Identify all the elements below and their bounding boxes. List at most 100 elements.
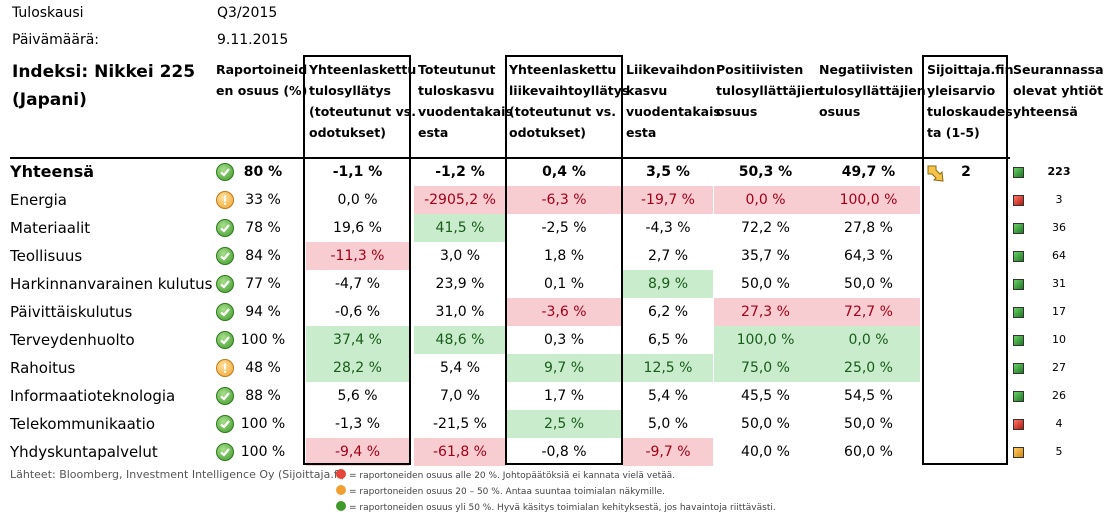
date-value: 9.11.2015	[217, 32, 289, 48]
status-square-icon	[1013, 419, 1024, 430]
index-title: Indeksi: Nikkei 225	[12, 62, 196, 82]
total-label: Yhteensä	[10, 162, 95, 181]
eps-surprise-cell: 5,6 %	[337, 388, 378, 404]
company-count: 10	[1052, 333, 1066, 346]
green-check-icon	[216, 247, 234, 265]
eps-growth-cell: -2905,2 %	[414, 186, 506, 214]
legend-red: = raportoneiden osuus alle 20 %. Johtopä…	[336, 469, 675, 481]
eps-surprise-cell: -1,3 %	[334, 416, 381, 432]
eps-growth-cell: 7,0 %	[439, 388, 481, 404]
positive-cell: 27,3 %	[714, 298, 817, 326]
status-square-icon	[1013, 167, 1024, 178]
reporting-share: 100 %	[240, 416, 286, 432]
status-square-icon	[1013, 391, 1024, 402]
row-label: Terveydenhuolto	[10, 331, 135, 349]
reporting-share: 77 %	[245, 276, 281, 292]
row-label: Energia	[10, 191, 67, 209]
legend-green: = raportoneiden osuus yli 50 %. Hyvä käs…	[336, 501, 776, 513]
eps-surprise-cell: 19,6 %	[333, 220, 382, 236]
period-value: Q3/2015	[217, 5, 278, 21]
legend-orange: = raportoneiden osuus 20 – 50 %. Antaa s…	[336, 485, 665, 497]
total-rev-growth: 3,5 %	[646, 164, 690, 180]
eps-growth-cell: -21,5 %	[433, 416, 487, 432]
row-label: Teollisuus	[10, 247, 83, 265]
status-square-icon	[1013, 447, 1024, 458]
negative-cell: 50,0 %	[844, 276, 893, 292]
rev-surprise-cell: -2,5 %	[541, 220, 587, 236]
rev-surprise-cell: 1,7 %	[543, 388, 585, 404]
total-eps-surprise: -1,1 %	[332, 164, 383, 180]
total-positive: 50,3 %	[738, 164, 793, 180]
rev-surprise-cell: 0,1 %	[543, 276, 585, 292]
negative-cell: 60,0 %	[844, 444, 893, 460]
eps-growth-cell: 23,9 %	[435, 276, 485, 292]
negative-cell: 50,0 %	[844, 416, 893, 432]
green-check-icon	[216, 415, 234, 433]
status-square-icon	[1013, 279, 1024, 290]
green-check-icon	[336, 501, 346, 511]
negative-cell: 100,0 %	[817, 186, 920, 214]
positive-cell: 100,0 %	[714, 326, 817, 354]
company-count: 27	[1052, 361, 1066, 374]
orange-alert-icon	[216, 191, 234, 209]
arrow-down-right-icon	[926, 163, 946, 187]
orange-alert-icon	[336, 485, 346, 495]
reporting-share: 100 %	[240, 332, 286, 348]
total-count: 223	[1047, 165, 1071, 178]
row-label: Telekommunikaatio	[10, 415, 156, 433]
row-label: Päivittäiskulutus	[10, 303, 133, 321]
negative-cell: 0,0 %	[817, 326, 920, 354]
green-check-icon	[216, 219, 234, 237]
header-eps-growth: Toteutunut tuloskasvu vuodentakais esta	[418, 62, 513, 140]
company-count: 31	[1052, 277, 1066, 290]
status-square-icon	[1013, 195, 1024, 206]
rev-growth-cell: -19,7 %	[623, 186, 713, 214]
reporting-share: 33 %	[245, 192, 281, 208]
index-subtitle: (Japani)	[12, 90, 87, 110]
rev-surprise-cell: 1,8 %	[543, 248, 585, 264]
status-square-icon	[1013, 307, 1024, 318]
green-check-icon	[216, 275, 234, 293]
rev-surprise-cell: -0,8 %	[541, 444, 587, 460]
company-count: 3	[1055, 193, 1063, 206]
eps-surprise-cell: -9,4 %	[306, 438, 409, 466]
eps-growth-cell: -61,8 %	[414, 438, 506, 466]
eps-surprise-cell: 37,4 %	[306, 326, 409, 354]
company-count: 17	[1052, 305, 1066, 318]
green-check-icon	[216, 387, 234, 405]
rev-growth-cell: 6,2 %	[647, 304, 689, 320]
row-label: Rahoitus	[10, 359, 76, 377]
green-check-icon	[216, 331, 234, 349]
row-label: Harkinnanvarainen kulutus	[10, 275, 213, 293]
eps-surprise-cell: -0,6 %	[334, 304, 381, 320]
rev-growth-cell: -9,7 %	[623, 438, 713, 466]
rev-growth-cell: 5,0 %	[647, 416, 689, 432]
positive-cell: 0,0 %	[714, 186, 817, 214]
total-reporting: 80 %	[243, 164, 283, 180]
reporting-share: 48 %	[245, 360, 281, 376]
negative-cell: 72,7 %	[817, 298, 920, 326]
sources-note: Lähteet: Bloomberg, Investment Intellige…	[10, 468, 346, 481]
total-rev-surprise: 0,4 %	[542, 164, 586, 180]
rev-surprise-cell: -6,3 %	[506, 186, 622, 214]
green-check-icon	[216, 303, 234, 321]
negative-cell: 64,3 %	[844, 248, 893, 264]
positive-cell: 40,0 %	[741, 444, 790, 460]
status-square-icon	[1013, 223, 1024, 234]
company-count: 26	[1052, 389, 1066, 402]
orange-alert-icon	[216, 359, 234, 377]
row-label: Yhdyskuntapalvelut	[10, 443, 158, 461]
reporting-share: 78 %	[245, 220, 281, 236]
header-eps-surprise: Yhteenlaskettu tulosyllätys (toteutunut v…	[309, 62, 417, 140]
reporting-share: 84 %	[245, 248, 281, 264]
rev-growth-cell: 8,9 %	[623, 270, 713, 298]
row-label: Materiaalit	[10, 219, 91, 237]
header-reporting: Raportoineid en osuus (%)	[216, 62, 308, 98]
row-label: Informaatioteknologia	[10, 387, 176, 405]
positive-cell: 50,0 %	[741, 276, 790, 292]
period-label: Tuloskausi	[12, 5, 84, 21]
header-positive: Positiivisten tulosyllättäjien osuus	[716, 62, 823, 119]
reporting-share: 100 %	[240, 444, 286, 460]
positive-cell: 45,5 %	[741, 388, 790, 404]
header-separator	[10, 157, 1010, 159]
